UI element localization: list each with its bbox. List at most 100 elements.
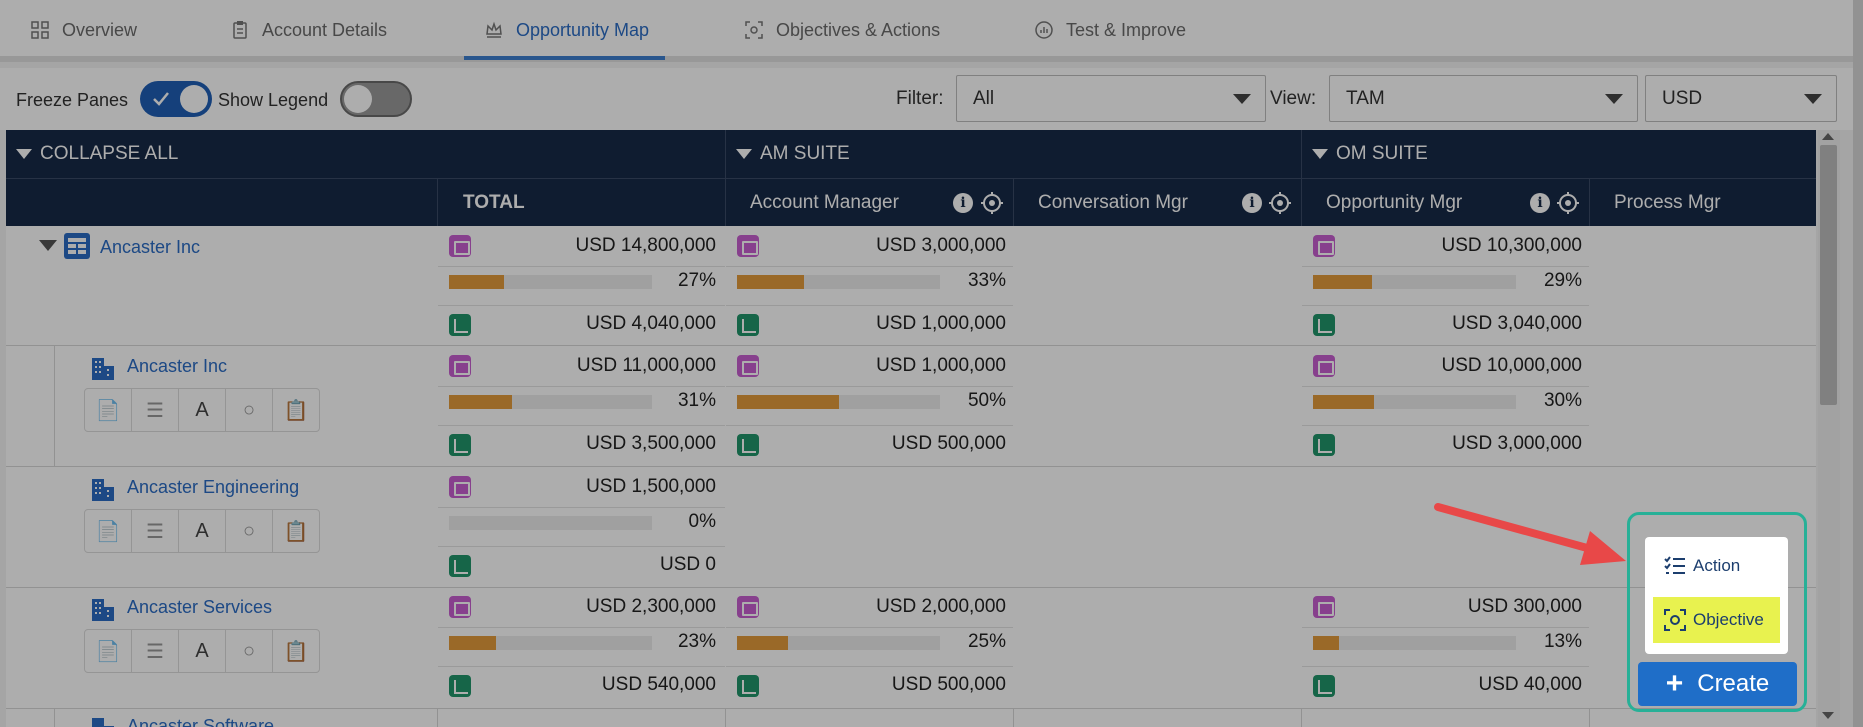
divider <box>1302 266 1589 267</box>
tam-icon <box>737 355 759 377</box>
am-won: USD 500,000 <box>891 433 1006 454</box>
clipboard-icon[interactable]: 📋 <box>283 520 309 543</box>
divider <box>438 425 725 426</box>
percent: 25% <box>967 631 1006 652</box>
create-button[interactable]: + Create <box>1638 662 1797 706</box>
tab-overview[interactable]: Overview <box>30 0 137 60</box>
won-icon <box>737 675 759 697</box>
tam-icon <box>449 596 471 618</box>
om-amount: USD 10,000,000 <box>1441 355 1583 376</box>
divider <box>438 386 725 387</box>
hierarchy-icon[interactable]: ☰ <box>132 630 179 672</box>
scrollbar-thumb[interactable] <box>1820 145 1837 405</box>
building-icon <box>92 479 114 501</box>
account-letter-button[interactable]: A <box>179 630 226 672</box>
group-header-am-suite[interactable]: AM SUITE <box>736 130 850 178</box>
info-button[interactable]: i <box>1242 179 1262 227</box>
account-letter-button[interactable]: A <box>179 510 226 552</box>
won-icon <box>449 434 471 456</box>
percent: 33% <box>967 270 1006 291</box>
target-button[interactable] <box>980 179 1004 227</box>
freeze-panes-toggle[interactable] <box>140 81 212 117</box>
am-won: USD 1,000,000 <box>876 313 1006 334</box>
show-legend-toggle[interactable] <box>340 81 412 117</box>
tab-test-improve[interactable]: Test & Improve <box>1034 0 1186 60</box>
building-icon <box>92 358 114 380</box>
divider <box>1302 666 1589 667</box>
column-header-opportunity-mgr[interactable]: Opportunity Mgr <box>1326 192 1463 213</box>
hierarchy-icon[interactable]: ☰ <box>132 510 179 552</box>
account-link[interactable]: Ancaster Engineering <box>127 477 300 497</box>
caret-down-icon[interactable] <box>39 240 57 251</box>
column-header-account-manager[interactable]: Account Manager <box>750 192 899 213</box>
divider <box>726 386 1013 387</box>
account-letter-button[interactable]: A <box>179 389 226 431</box>
menu-item-label: Action <box>1693 556 1741 575</box>
plus-icon: + <box>1665 667 1684 700</box>
account-link[interactable]: Ancaster Services <box>127 597 273 617</box>
toolbar: Freeze Panes Show Legend Filter: All Vie… <box>0 68 1853 130</box>
toggle-knob <box>180 85 208 113</box>
tab-opportunity-map[interactable]: Opportunity Map <box>484 0 649 60</box>
target-button[interactable] <box>1556 179 1580 227</box>
view-select[interactable]: TAM <box>1329 75 1638 122</box>
column-header-total[interactable]: TOTAL <box>463 192 525 213</box>
circle-status-icon[interactable]: ○ <box>226 389 273 431</box>
account-link[interactable]: Ancaster Inc <box>127 356 228 376</box>
om-won: USD 3,000,000 <box>1452 433 1582 454</box>
info-button[interactable]: i <box>953 179 973 227</box>
percent: 23% <box>677 631 716 652</box>
progress-bar <box>737 275 940 289</box>
tam-icon <box>1313 355 1335 377</box>
column-header-conversation-mgr[interactable]: Conversation Mgr <box>1038 192 1188 213</box>
progress-fill <box>449 636 496 650</box>
scroll-up-icon[interactable] <box>1822 133 1834 140</box>
document-search-icon[interactable]: 📄 <box>85 630 132 672</box>
account-link[interactable]: Ancaster Inc <box>100 237 201 257</box>
clipboard-icon[interactable]: 📋 <box>283 399 309 422</box>
account-link[interactable]: Ancaster Software <box>127 716 275 727</box>
filter-select[interactable]: All <box>956 75 1266 122</box>
progress-fill <box>449 275 504 289</box>
account-toolbar: 📄 ☰ A ○ 📋 <box>84 509 320 553</box>
progress-bar <box>1313 636 1516 650</box>
document-search-icon[interactable]: 📄 <box>85 389 132 431</box>
clipboard-icon[interactable]: 📋 <box>283 640 309 663</box>
info-icon: i <box>953 193 973 213</box>
progress-fill <box>737 395 839 409</box>
filter-value: All <box>973 87 995 109</box>
divider <box>726 666 1013 667</box>
om-amount: USD 300,000 <box>1467 596 1582 617</box>
divider <box>1589 179 1590 227</box>
percent: 27% <box>677 270 716 291</box>
menu-item-action[interactable]: Action <box>1653 543 1780 589</box>
hierarchy-icon[interactable]: ☰ <box>132 389 179 431</box>
info-icon: i <box>1242 193 1262 213</box>
tam-icon <box>737 235 759 257</box>
progress-bar <box>737 395 940 409</box>
progress-bar <box>449 275 652 289</box>
opportunity-grid: COLLAPSE ALL AM SUITE OM SUITE TOTAL Acc… <box>6 130 1816 727</box>
collapse-all-button[interactable]: COLLAPSE ALL <box>16 130 178 178</box>
progress-bar <box>1313 275 1516 289</box>
info-button[interactable]: i <box>1530 179 1550 227</box>
column-header-process-mgr[interactable]: Process Mgr <box>1614 192 1721 213</box>
document-search-icon[interactable]: 📄 <box>85 510 132 552</box>
won-amount: USD 3,500,000 <box>586 433 716 454</box>
circle-status-icon[interactable]: ○ <box>226 510 273 552</box>
won-icon <box>737 434 759 456</box>
circle-status-icon[interactable]: ○ <box>226 630 273 672</box>
tab-objectives-actions[interactable]: Objectives & Actions <box>744 0 940 60</box>
group-header-om-suite[interactable]: OM SUITE <box>1312 130 1428 178</box>
tam-icon <box>449 476 471 498</box>
total-amount: USD 14,800,000 <box>575 235 717 256</box>
crosshair-icon <box>1557 192 1579 214</box>
total-amount: USD 1,500,000 <box>586 476 716 497</box>
page-scrollbar[interactable] <box>1853 0 1863 727</box>
won-amount: USD 4,040,000 <box>586 313 716 334</box>
currency-select[interactable]: USD <box>1645 75 1837 122</box>
scroll-down-icon[interactable] <box>1822 712 1834 719</box>
target-button[interactable] <box>1268 179 1292 227</box>
menu-item-objective[interactable]: Objective <box>1653 597 1780 643</box>
tab-account-details[interactable]: Account Details <box>230 0 387 60</box>
